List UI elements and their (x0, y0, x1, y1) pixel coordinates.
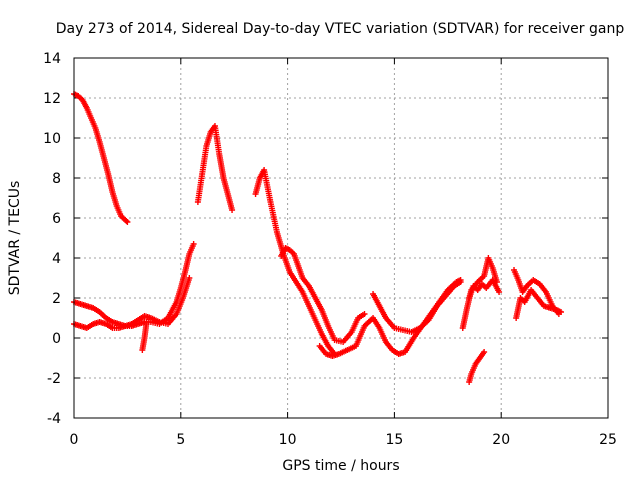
y-tick-label: 4 (52, 251, 61, 267)
y-axis-label: SDTVAR / TECUs (7, 181, 23, 296)
x-tick-label: 10 (279, 432, 297, 448)
x-tick-label: 15 (385, 432, 403, 448)
series-arc-8 (316, 277, 464, 359)
series-arc-11 (466, 277, 503, 301)
series-arc-10 (459, 255, 500, 331)
data-point (123, 218, 130, 224)
data-point (481, 349, 488, 355)
y-tick-label: 8 (52, 171, 61, 187)
series-arc-14 (513, 287, 565, 321)
y-tick-label: 6 (52, 211, 61, 227)
y-tick-label: 2 (52, 291, 61, 307)
data-point (229, 207, 236, 213)
series-arc-3 (71, 275, 193, 331)
x-tick-label: 20 (492, 432, 510, 448)
data-point (361, 311, 368, 317)
x-axis-label: GPS time / hours (282, 458, 399, 474)
x-tick-label: 0 (70, 432, 79, 448)
series-arc-5 (194, 123, 236, 213)
data-points (71, 91, 565, 385)
series-arc-4 (139, 319, 150, 353)
series-arc-9 (370, 279, 464, 335)
y-tick-label: 0 (52, 331, 61, 347)
series-arc-6 (252, 167, 338, 357)
data-point (190, 241, 197, 247)
data-point (558, 309, 565, 315)
plot-frame (73, 57, 609, 419)
y-tick-label: 12 (43, 91, 61, 107)
y-tick-label: 10 (43, 131, 61, 147)
chart-title: Day 273 of 2014, Sidereal Day-to-day VTE… (56, 21, 625, 37)
y-tick-label: -2 (47, 371, 61, 387)
data-point (496, 289, 503, 295)
data-point (124, 219, 131, 225)
series-arc-13 (511, 267, 562, 317)
grid-lines (74, 58, 608, 418)
data-point (457, 279, 464, 285)
x-tick-label: 25 (599, 432, 617, 448)
data-point (186, 275, 193, 281)
series-arc-7 (278, 245, 368, 345)
y-tick-label: -4 (47, 411, 61, 427)
y-tick-label: 14 (43, 51, 61, 67)
series-arc-12 (466, 349, 488, 385)
series-arc-1 (71, 91, 131, 225)
x-tick-label: 5 (176, 432, 185, 448)
axis-ticks: 0 5 10 15 20 25 -4 -2 0 2 4 6 8 10 12 14 (43, 51, 617, 448)
data-point (143, 319, 150, 325)
